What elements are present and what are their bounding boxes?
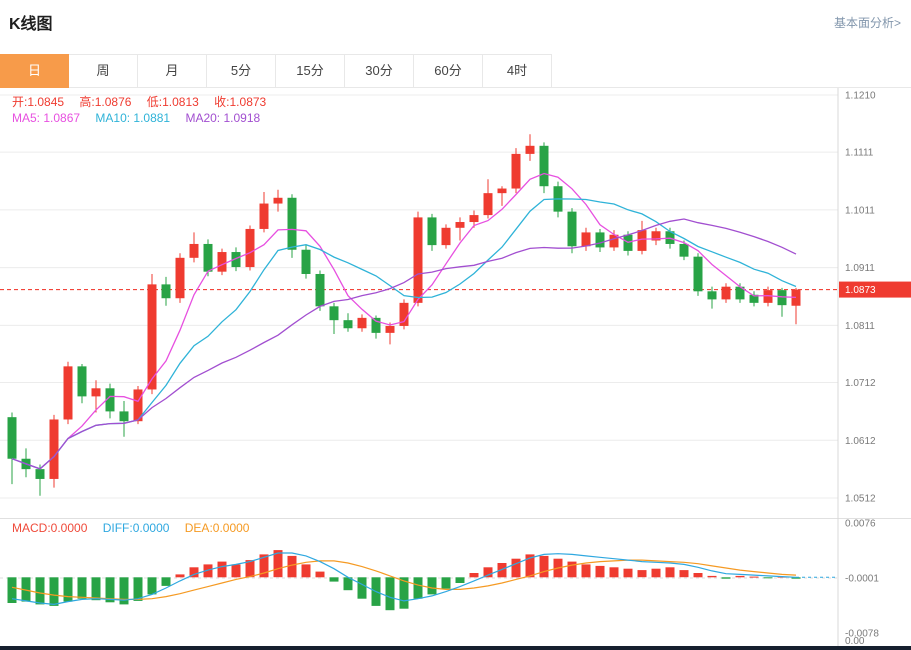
svg-text:1.1210: 1.1210 — [845, 91, 876, 102]
tab-day[interactable]: 日 — [0, 54, 69, 88]
tab-15min[interactable]: 15分 — [276, 54, 345, 88]
tab-60min[interactable]: 60分 — [414, 54, 483, 88]
svg-text:1.1111: 1.1111 — [845, 148, 874, 159]
svg-text:0.0076: 0.0076 — [845, 519, 876, 530]
svg-text:1.0911: 1.0911 — [845, 263, 875, 274]
tab-month[interactable]: 月 — [138, 54, 207, 88]
svg-text:1.0712: 1.0712 — [845, 378, 876, 389]
svg-text:1.0612: 1.0612 — [845, 436, 876, 447]
svg-text:1.0811: 1.0811 — [845, 321, 875, 332]
svg-text:1.1011: 1.1011 — [845, 205, 875, 216]
svg-text:1.0873: 1.0873 — [845, 285, 876, 296]
tab-30min[interactable]: 30分 — [345, 54, 414, 88]
interval-tabbar: 日 周 月 5分 15分 30分 60分 4时 — [0, 54, 911, 88]
header: K线图 基本面分析> — [0, 0, 911, 44]
tab-5min[interactable]: 5分 — [207, 54, 276, 88]
svg-text:0.00: 0.00 — [845, 636, 865, 647]
tab-4hour[interactable]: 4时 — [483, 54, 552, 88]
svg-text:-0.0001: -0.0001 — [845, 574, 879, 585]
svg-text:1.0512: 1.0512 — [845, 494, 876, 505]
fundamental-analysis-link[interactable]: 基本面分析> — [833, 15, 901, 30]
tab-week[interactable]: 周 — [69, 54, 138, 88]
candlestick-chart[interactable]: 1.1210 1.1111 1.1011 1.0911 1.0811 1.0712 1.06… — [0, 88, 911, 518]
page-title: K线图 — [9, 16, 53, 33]
svg-text:-0.0078: -0.0078 — [845, 629, 879, 640]
